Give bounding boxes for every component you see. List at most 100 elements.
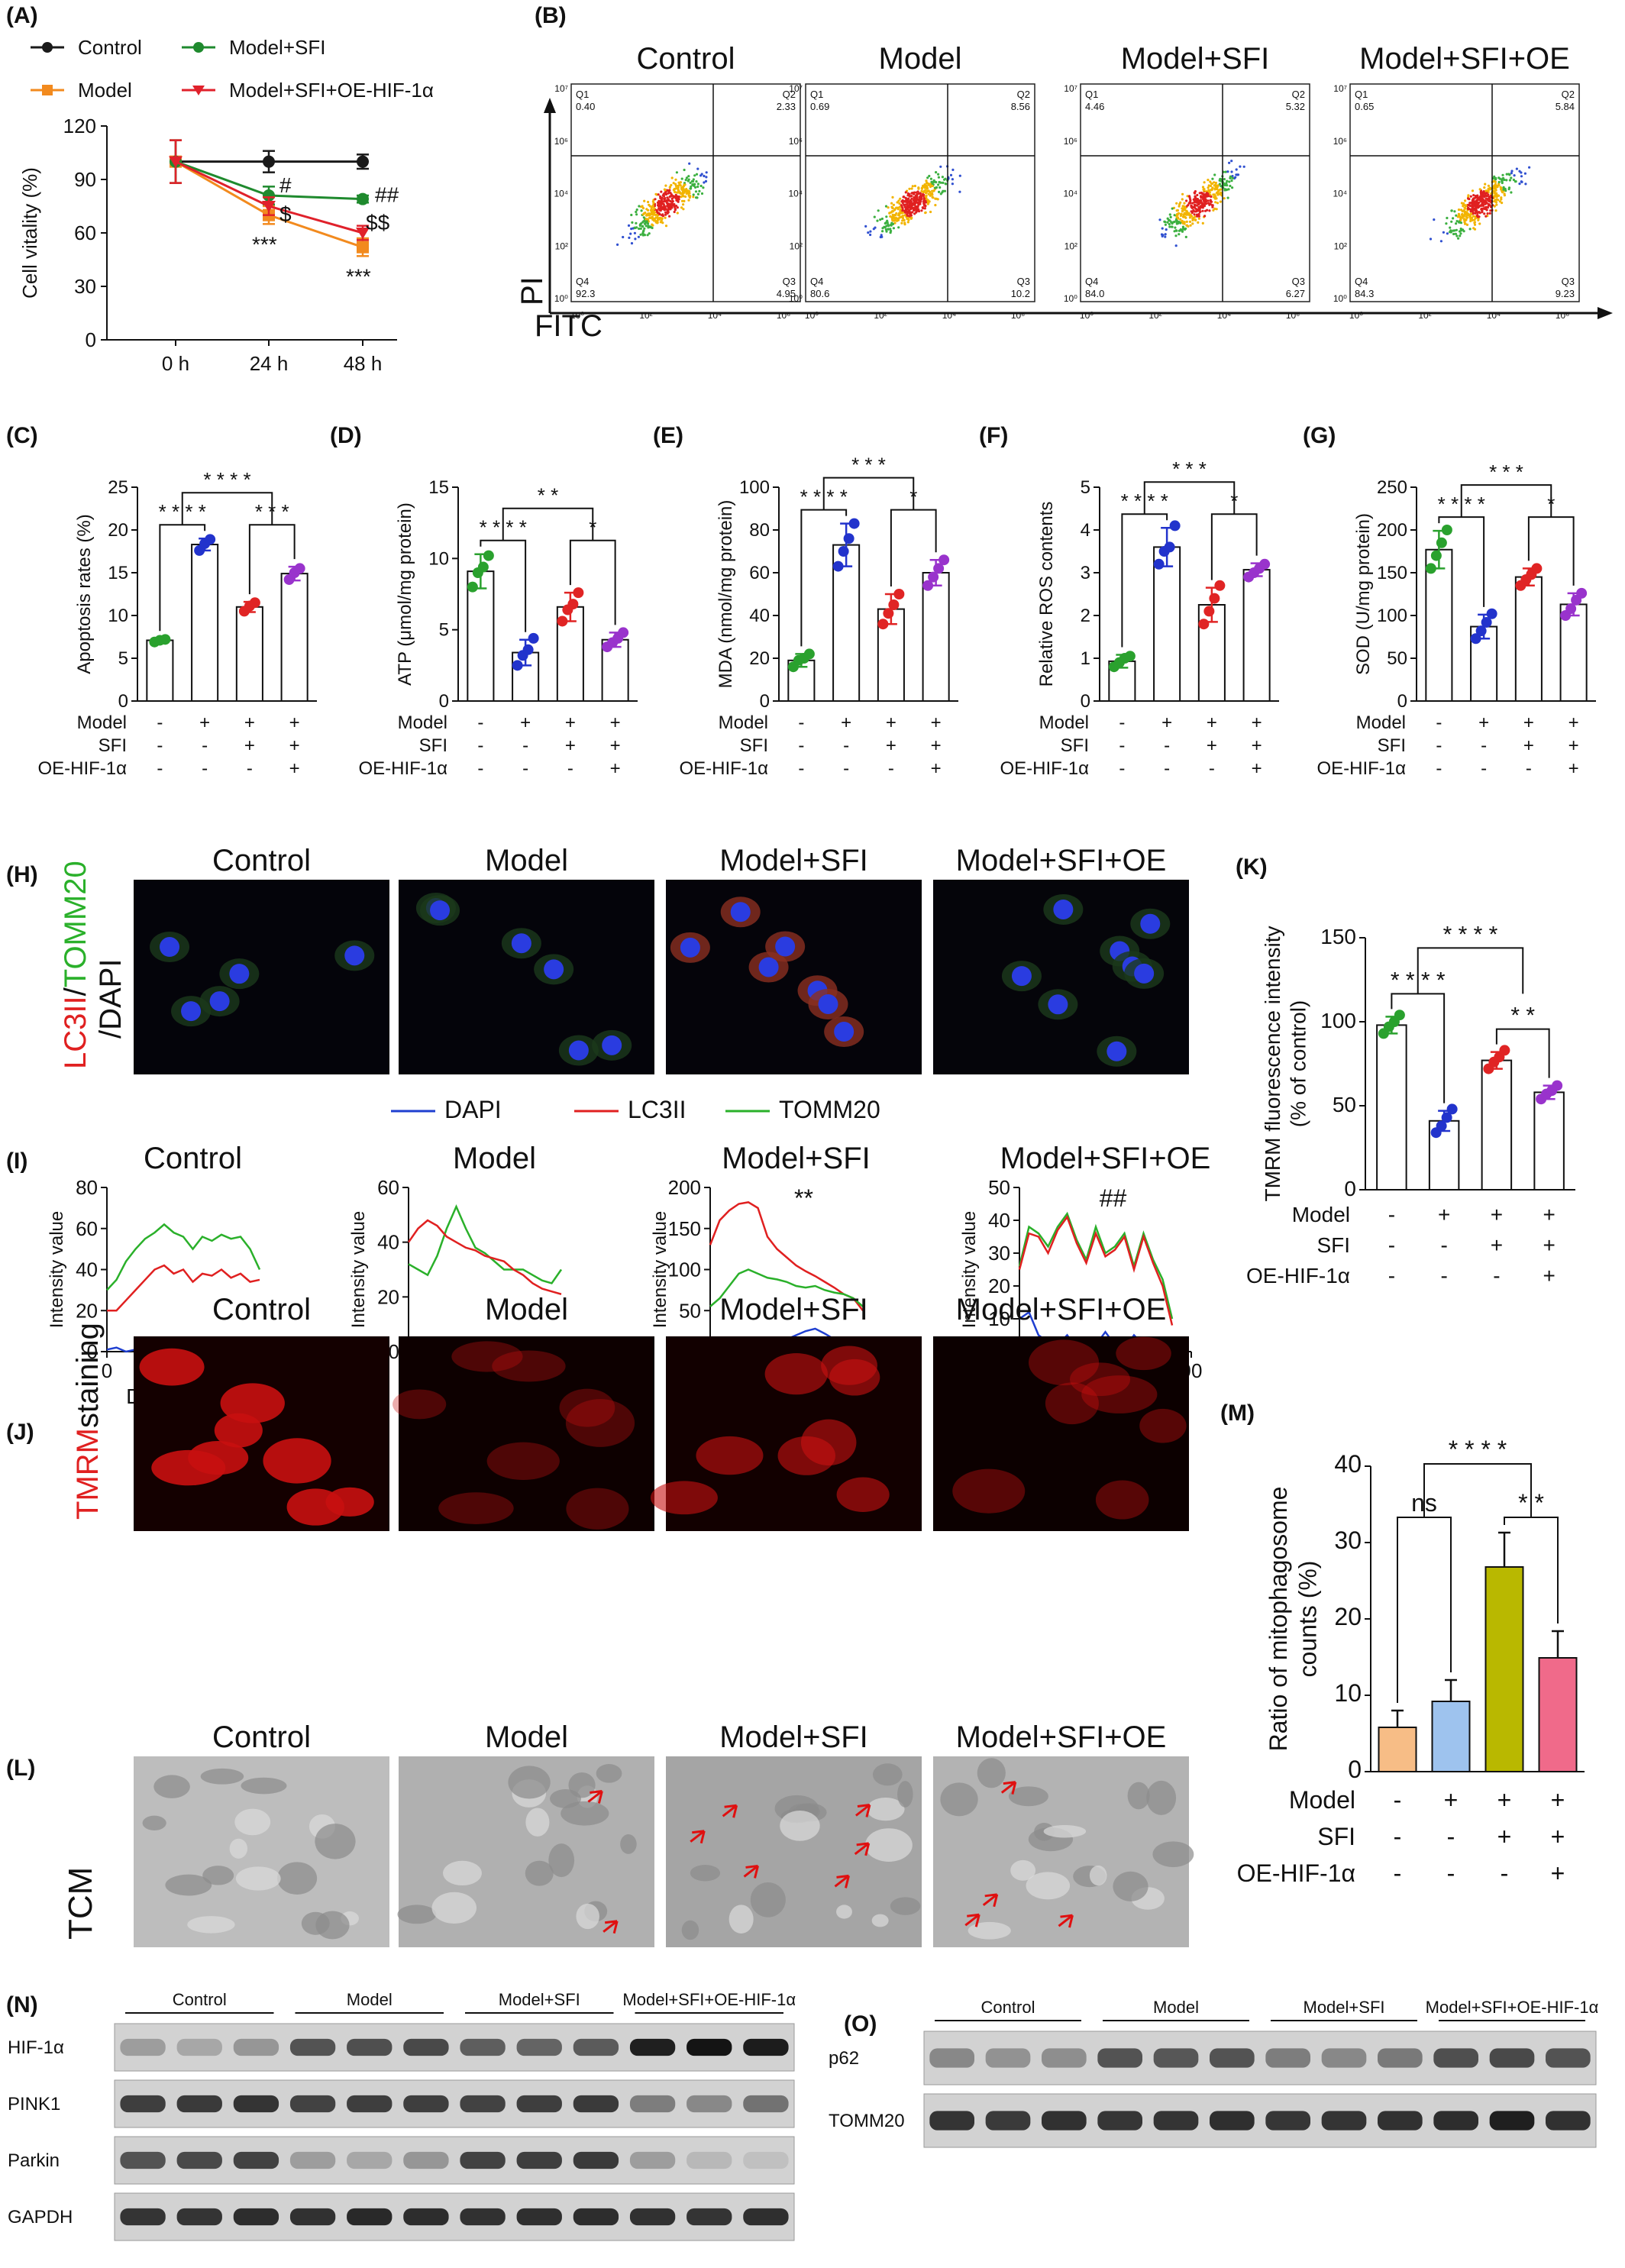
flow-event xyxy=(1463,221,1466,224)
flow-event xyxy=(924,204,927,207)
flow-event xyxy=(628,236,631,239)
micrograph xyxy=(399,1336,654,1531)
factor-sign: + xyxy=(610,758,621,779)
factor-sign: + xyxy=(886,735,896,756)
flow-event xyxy=(1200,196,1203,199)
blot-band xyxy=(573,2038,619,2056)
blot-band xyxy=(347,2038,393,2056)
x-tick-label: 10⁰ xyxy=(1080,310,1094,321)
panel-l-letter: (L) xyxy=(6,1756,35,1781)
blot-band xyxy=(1210,2048,1255,2068)
legend-label: Model xyxy=(78,79,132,102)
flow-event xyxy=(900,205,903,208)
blot-band xyxy=(233,2151,279,2169)
organelle xyxy=(620,1834,637,1854)
stained-cell xyxy=(188,1440,249,1475)
flow-event xyxy=(1465,211,1468,214)
data-point xyxy=(357,155,369,168)
flow-event xyxy=(1196,193,1199,197)
flow-event xyxy=(887,228,890,231)
flow-event xyxy=(1209,202,1212,205)
flow-event xyxy=(1216,185,1219,188)
flow-event xyxy=(906,199,909,202)
flow-event xyxy=(1230,179,1233,183)
flow-event xyxy=(1439,240,1442,243)
data-point xyxy=(843,533,854,544)
data-point xyxy=(1436,1120,1447,1132)
flow-event xyxy=(661,208,664,211)
flow-event xyxy=(651,226,654,230)
factor-sign: - xyxy=(1164,758,1170,779)
data-point xyxy=(933,563,945,574)
panel-n-letter: (N) xyxy=(6,1992,38,2018)
flow-event xyxy=(1488,212,1491,215)
data-point xyxy=(263,189,275,202)
blot-band xyxy=(403,2038,449,2056)
factor-sign: + xyxy=(520,712,531,733)
flow-event xyxy=(1211,204,1214,208)
flow-event xyxy=(949,173,953,176)
mitophagosome-arrow xyxy=(603,1920,619,1934)
factor-row-label: Model xyxy=(398,712,447,733)
panel-f-letter: (F) xyxy=(979,423,1008,448)
organelle xyxy=(276,1862,318,1895)
stained-cell xyxy=(1095,1480,1149,1520)
y-tick-label: 0 xyxy=(760,691,770,712)
y-tick-label: 30 xyxy=(988,1242,1010,1265)
flow-event xyxy=(1475,204,1478,207)
factor-sign: + xyxy=(1551,1786,1565,1814)
flow-event xyxy=(877,209,880,212)
sig-bracket-top xyxy=(1417,947,1524,994)
flow-event xyxy=(1464,222,1467,225)
factor-sign: - xyxy=(1436,735,1442,756)
factor-row-label: Model xyxy=(1292,1203,1350,1226)
flow-event xyxy=(683,199,686,202)
data-point xyxy=(567,599,579,610)
flow-event xyxy=(683,189,687,192)
flow-event xyxy=(942,181,945,184)
flow-event xyxy=(1459,234,1462,237)
flow-event xyxy=(641,221,645,224)
flow-event xyxy=(903,214,906,217)
panel-b-letter: (B) xyxy=(535,3,567,28)
flow-event xyxy=(1211,177,1214,180)
y-tick-label: 25 xyxy=(108,477,128,498)
organelle xyxy=(897,1781,913,1808)
quadrant-label: Q2 xyxy=(783,89,796,100)
data-point xyxy=(1446,1103,1458,1115)
flow-plot-title: Model+SFI xyxy=(1121,42,1270,76)
flow-event xyxy=(889,228,892,231)
flow-event xyxy=(653,217,656,220)
quadrant-label: Q2 xyxy=(1292,89,1305,100)
flow-event xyxy=(1225,189,1228,192)
flow-event xyxy=(1235,168,1238,171)
stained-cell xyxy=(952,1468,1026,1514)
flow-event xyxy=(1223,178,1226,181)
flow-event xyxy=(903,209,906,212)
flow-event xyxy=(1452,232,1455,236)
flow-event xyxy=(657,193,660,196)
flow-event xyxy=(687,194,690,197)
y-axis-label: Intensity value xyxy=(650,1211,670,1328)
flow-event xyxy=(646,222,649,225)
flow-event xyxy=(675,171,679,174)
flow-event xyxy=(648,216,651,219)
image-title: Control xyxy=(212,1720,311,1754)
flow-event xyxy=(1174,244,1178,247)
flow-event xyxy=(645,218,648,221)
flow-event xyxy=(1483,195,1486,198)
flow-event xyxy=(958,190,961,193)
flow-event xyxy=(1465,215,1468,218)
cell-nucleus xyxy=(818,993,838,1014)
flow-event xyxy=(920,187,924,190)
cell-nucleus xyxy=(730,902,751,922)
flow-event xyxy=(675,205,678,208)
flow-event xyxy=(1468,228,1472,231)
cell-nucleus xyxy=(775,936,796,957)
flow-event xyxy=(664,192,668,196)
flow-event xyxy=(880,234,883,237)
flow-event xyxy=(1185,213,1188,216)
flow-event xyxy=(1510,191,1513,194)
panel-i-letter: (I) xyxy=(6,1149,27,1174)
